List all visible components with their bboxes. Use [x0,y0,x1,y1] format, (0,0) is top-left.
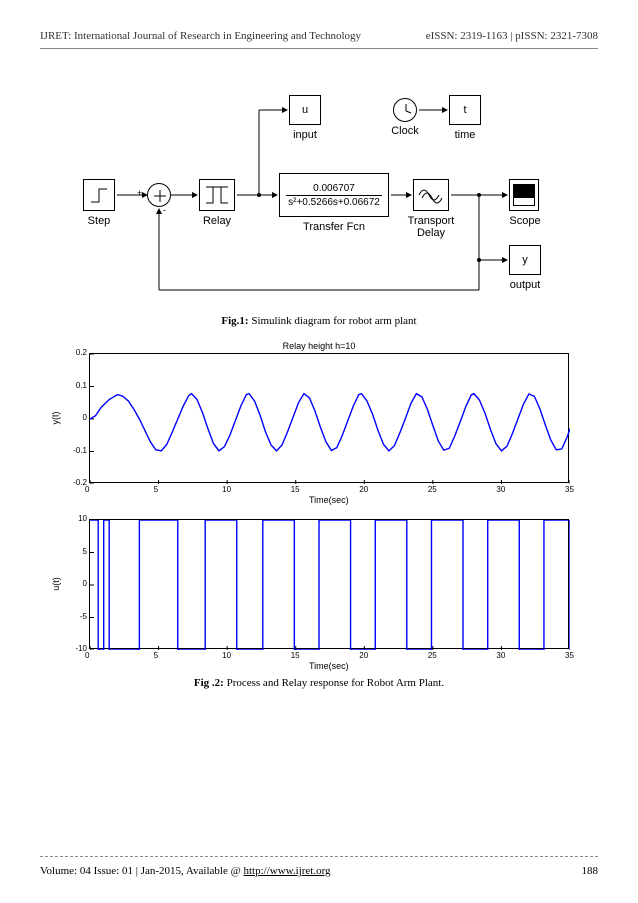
sum-icon [148,184,172,208]
simulink-diagram: Step + - Relay u input 0.006707 s²+0.526… [79,65,559,305]
x-tick: 35 [565,651,574,660]
output-label: output [503,279,547,291]
relay-block [199,179,235,211]
footer-page: 188 [582,865,599,877]
transfer-block: 0.006707 s²+0.5266s+0.06672 [279,173,389,217]
x-tick: 10 [222,485,231,494]
fig2-bold: Fig .2: [194,677,224,689]
x-tick: 15 [291,651,300,660]
time-label: time [447,129,483,141]
step-block [83,179,115,211]
fig2-text: Process and Relay response for Robot Arm… [224,677,444,689]
sum-block [147,183,171,207]
input-u: u [302,104,308,116]
x-tick: 15 [291,485,300,494]
x-tick: 25 [428,485,437,494]
chart1-title: Relay height h=10 [59,341,579,351]
transport-icon [416,182,446,208]
x-tick: 35 [565,485,574,494]
sum-plus: + [137,188,142,198]
step-icon [88,184,110,206]
transfer-label: Transfer Fcn [297,221,371,233]
sum-minus: - [163,205,166,215]
footer-link[interactable]: http://www.ijret.org [243,865,330,877]
x-tick: 25 [428,651,437,660]
t-text: t [463,104,466,116]
y-block: y [509,245,541,275]
fig1-bold: Fig.1: [221,315,248,327]
clock-icon [394,99,418,123]
x-tick: 20 [359,651,368,660]
x-tick: 30 [496,651,505,660]
footer-volume: Volume: 04 Issue: 01 | Jan-2015, Availab… [40,865,331,877]
fig1-caption: Fig.1: Simulink diagram for robot arm pl… [40,315,598,327]
input-block: u [289,95,321,125]
x-tick: 20 [359,485,368,494]
issn-text: eISSN: 2319-1163 | pISSN: 2321-7308 [426,30,598,42]
scope-block [509,179,539,211]
clock-label: Clock [387,125,423,137]
x-tick: 30 [496,485,505,494]
page-header: IJRET: International Journal of Research… [40,30,598,49]
fig2-caption: Fig .2: Process and Relay response for R… [40,677,598,689]
chart2-wrap: u(t) Time(sec) -10-50510 05101520253035 [59,519,579,671]
transport-block [413,179,449,211]
transfer-den: s²+0.5266s+0.06672 [288,197,380,208]
scope-label: Scope [503,215,547,227]
y-text: y [522,254,528,266]
footer-rule [40,856,598,857]
x-tick: 5 [154,485,158,494]
clock-block [393,98,417,122]
x-tick: 0 [85,485,89,494]
fig1-text: Simulink diagram for robot arm plant [249,315,417,327]
transfer-num: 0.006707 [313,183,355,194]
t-block: t [449,95,481,125]
journal-name: IJRET: International Journal of Research… [40,30,361,42]
x-tick: 5 [154,651,158,660]
transport-label: Transport Delay [405,215,457,239]
x-tick: 0 [85,651,89,660]
x-tick: 10 [222,651,231,660]
page-footer: Volume: 04 Issue: 01 | Jan-2015, Availab… [40,865,598,877]
chart1-wrap: Relay height h=10 y(t) Time(sec) -0.2-0.… [59,341,579,505]
input-label: input [285,129,325,141]
relay-icon [203,183,231,207]
relay-label: Relay [195,215,239,227]
step-label: Step [79,215,119,227]
